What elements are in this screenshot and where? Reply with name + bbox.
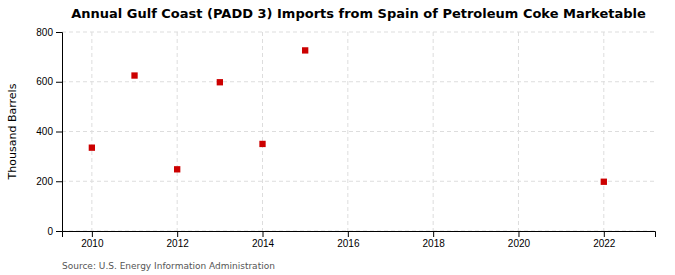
x-tick-mark	[92, 231, 93, 237]
y-tick: 200	[36, 176, 62, 187]
x-tick: 2014	[252, 231, 275, 249]
chart: 2010 2012 2014 2016 2018 2020 2022 0 200 400 600 80…	[0, 0, 675, 275]
x-tick-mark	[263, 231, 264, 237]
x-tick: 2018	[423, 231, 446, 249]
y-tick-label: 400	[36, 126, 53, 137]
x-tick-mark	[518, 231, 519, 237]
x-tick-label: 2018	[423, 238, 446, 249]
y-axis: 0 200 400 600 800	[36, 27, 62, 237]
grid-line-x	[518, 32, 519, 231]
x-tick-label: 2014	[252, 238, 275, 249]
x-tick: 2012	[167, 231, 190, 249]
point	[174, 166, 180, 172]
y-tick-label: 0	[47, 226, 53, 237]
x-tick: 2020	[508, 231, 531, 249]
y-tick-mark	[56, 181, 62, 182]
x-axis: 2010 2012 2014 2016 2018 2020 2022	[63, 231, 656, 249]
x-tick-label: 2012	[167, 238, 190, 249]
x-tick-label: 2010	[81, 238, 104, 249]
y-tick-label: 600	[36, 76, 53, 87]
grid-line-x	[347, 32, 348, 231]
x-tick-label: 2022	[593, 238, 616, 249]
y-tick-mark	[56, 132, 62, 133]
point	[259, 141, 265, 147]
x-tick: 2016	[337, 231, 360, 249]
grid-line-x	[91, 32, 92, 231]
x-tick-mark	[604, 231, 605, 237]
y-tick-label: 200	[36, 176, 53, 187]
point	[217, 79, 223, 85]
grid-line-y	[62, 32, 655, 33]
y-tick: 600	[36, 76, 62, 87]
y-tick: 0	[47, 226, 62, 237]
point	[601, 179, 607, 185]
plot: 2010 2012 2014 2016 2018 2020 2022 0 200 400 600 80…	[36, 27, 655, 249]
grid	[62, 32, 655, 231]
y-tick: 400	[36, 126, 62, 137]
y-tick-mark	[56, 32, 62, 33]
title: Annual Gulf Coast (PADD 3) Imports from …	[71, 6, 646, 21]
grid-line-y	[62, 81, 655, 82]
point	[131, 72, 137, 78]
grid-line-x	[433, 32, 434, 231]
x-tick-mark	[348, 231, 349, 237]
grid-line-y	[62, 181, 655, 182]
y-tick-mark	[56, 231, 62, 232]
grid-line-y	[62, 131, 655, 132]
points	[89, 47, 607, 185]
point	[302, 47, 308, 53]
grid-line-x	[603, 32, 604, 231]
x-tick: 2022	[593, 231, 616, 249]
y-axis-title: Thousand Barrels	[6, 83, 19, 180]
x-tick: 2010	[81, 231, 104, 249]
point	[89, 145, 95, 151]
y-axis-line	[56, 33, 63, 232]
y-tick-mark	[56, 82, 62, 83]
x-tick-label: 2020	[508, 238, 531, 249]
x-axis-line	[63, 232, 656, 238]
x-tick-mark	[433, 231, 434, 237]
y-tick: 800	[36, 27, 62, 38]
x-tick-label: 2016	[337, 238, 360, 249]
annotation: Source: U.S. Energy Information Administ…	[62, 261, 275, 271]
grid-line-x	[262, 32, 263, 231]
x-tick-mark	[177, 231, 178, 237]
y-tick-label: 800	[36, 27, 53, 38]
grid-line-x	[177, 32, 178, 231]
